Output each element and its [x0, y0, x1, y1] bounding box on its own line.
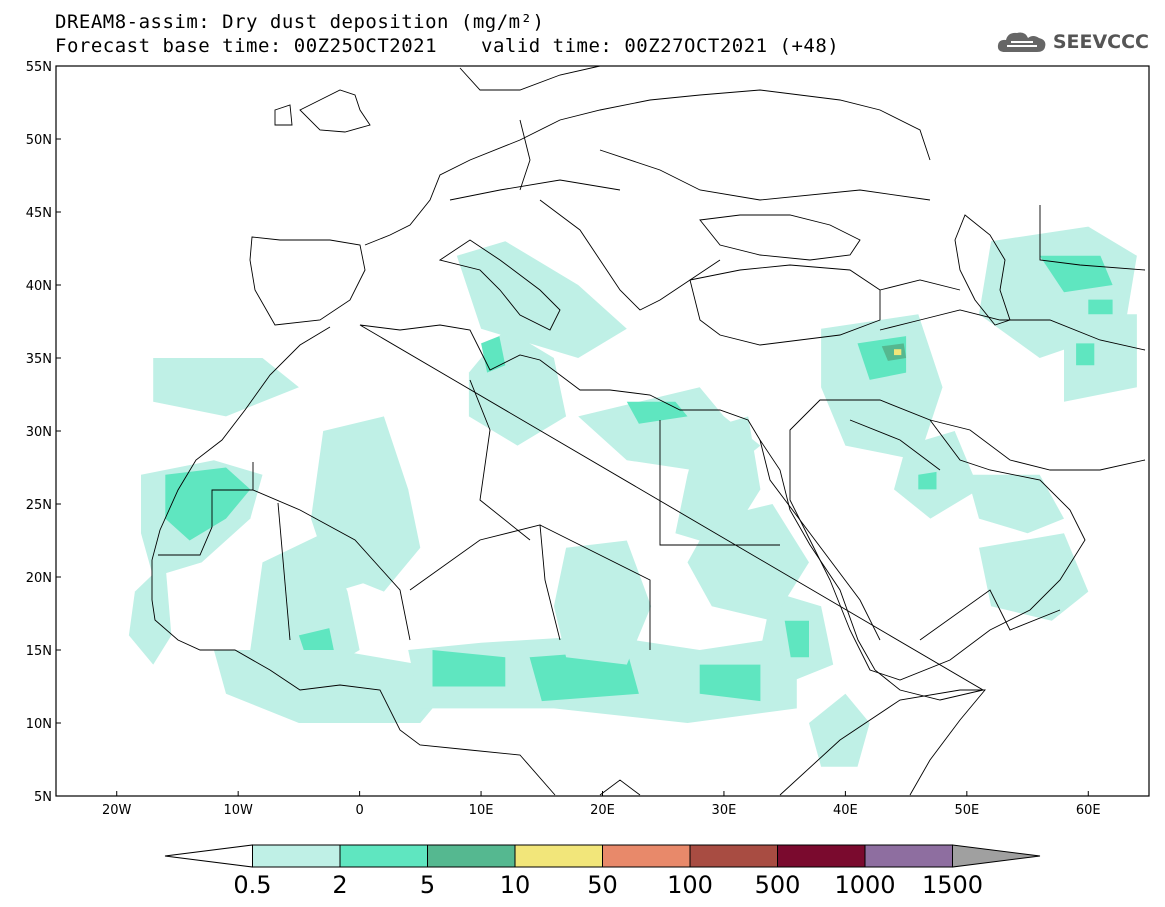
- dust-region-26: [894, 349, 902, 356]
- dust-region-5: [213, 650, 457, 723]
- dust-region-9: [699, 664, 761, 702]
- dust-region-19: [626, 401, 688, 424]
- lon-label-20E: 20E: [590, 803, 615, 818]
- dust-region-28: [918, 471, 937, 490]
- lon-label-10W: 10W: [223, 803, 253, 818]
- lon-label-10E: 10E: [469, 803, 494, 818]
- dust-region-32: [1039, 255, 1113, 293]
- lon-label-0: 0: [355, 803, 363, 818]
- lat-label-25N: 25N: [26, 498, 52, 513]
- seevccc-logo: SEEVCCC: [995, 28, 1149, 56]
- base-time: Forecast base time: 00Z25OCT2021: [55, 35, 438, 57]
- lat-label-55N: 55N: [26, 60, 52, 75]
- lat-label-20N: 20N: [26, 571, 52, 586]
- forecast-times: Forecast base time: 00Z25OCT2021 valid ti…: [55, 36, 839, 56]
- dust-region-34: [1064, 314, 1137, 402]
- lat-label-40N: 40N: [26, 279, 52, 294]
- coastlines-borders: [151, 65, 1146, 796]
- lat-label-5N: 5N: [34, 790, 52, 805]
- lon-label-60E: 60E: [1076, 803, 1101, 818]
- lon-label-50E: 50E: [954, 803, 979, 818]
- logo-text: SEEVCCC: [1052, 31, 1149, 53]
- map-title: DREAM8-assim: Dry dust deposition (mg/m²…: [55, 11, 545, 33]
- dust-region-36: [809, 693, 870, 767]
- dust-region-21: [456, 241, 627, 358]
- lon-label-30E: 30E: [712, 803, 737, 818]
- longitude-labels: 20W 10W 0 10E 20E 30E 40E 50E 60E: [102, 791, 1101, 818]
- lat-label-35N: 35N: [26, 352, 52, 367]
- dust-region-25: [881, 343, 907, 361]
- lat-label-30N: 30N: [26, 425, 52, 440]
- dust-deposition-layer: [128, 226, 1137, 767]
- dust-region-20: [675, 416, 761, 548]
- cloud-logo-icon: [997, 32, 1046, 52]
- lat-label-15N: 15N: [26, 644, 52, 659]
- dust-region-22: [153, 358, 299, 417]
- dust-region-30: [979, 533, 1089, 621]
- dust-region-11: [784, 620, 809, 658]
- dust-region-8: [529, 650, 639, 702]
- dust-region-23: [821, 314, 943, 461]
- valid-time: valid time: 00Z27OCT2021 (+48): [481, 35, 840, 57]
- dust-region-15: [335, 489, 421, 592]
- dust-region-35: [1076, 343, 1095, 366]
- lat-label-45N: 45N: [26, 206, 52, 221]
- dust-region-29: [966, 474, 1064, 534]
- dust-region-13: [553, 540, 652, 665]
- lon-label-40E: 40E: [833, 803, 858, 818]
- dust-region-7: [432, 650, 506, 687]
- latitude-labels: 55N 50N 45N 40N 35N 30N 25N 20N 15N 10N 5N: [26, 60, 61, 805]
- lat-label-10N: 10N: [26, 717, 52, 732]
- dust-region-2: [128, 562, 172, 665]
- lat-label-50N: 50N: [26, 133, 52, 148]
- lon-label-20W: 20W: [102, 803, 132, 818]
- dust-region-1: [165, 467, 251, 541]
